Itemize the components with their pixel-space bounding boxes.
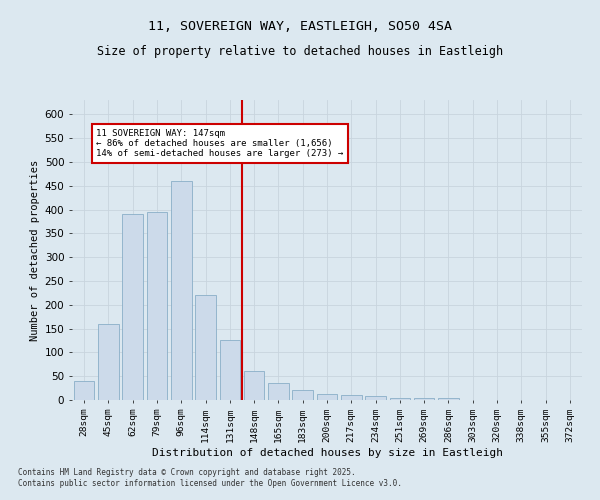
Bar [122, 214, 143, 400]
Bar [98, 324, 119, 400]
Bar [292, 390, 313, 400]
Text: 11 SOVEREIGN WAY: 147sqm
← 86% of detached houses are smaller (1,656)
14% of sem: 11 SOVEREIGN WAY: 147sqm ← 86% of detach… [96, 128, 344, 158]
Text: 11, SOVEREIGN WAY, EASTLEIGH, SO50 4SA: 11, SOVEREIGN WAY, EASTLEIGH, SO50 4SA [148, 20, 452, 33]
X-axis label: Distribution of detached houses by size in Eastleigh: Distribution of detached houses by size … [151, 448, 503, 458]
Bar [365, 396, 386, 400]
Bar [317, 394, 337, 400]
Bar [220, 340, 240, 400]
Text: Contains HM Land Registry data © Crown copyright and database right 2025.
Contai: Contains HM Land Registry data © Crown c… [18, 468, 402, 487]
Bar [244, 372, 265, 400]
Bar [389, 398, 410, 400]
Text: Size of property relative to detached houses in Eastleigh: Size of property relative to detached ho… [97, 45, 503, 58]
Bar [146, 212, 167, 400]
Bar [74, 381, 94, 400]
Y-axis label: Number of detached properties: Number of detached properties [31, 160, 40, 340]
Bar [414, 398, 434, 400]
Bar [438, 398, 459, 400]
Bar [341, 395, 362, 400]
Bar [195, 295, 216, 400]
Bar [268, 384, 289, 400]
Bar [171, 181, 191, 400]
